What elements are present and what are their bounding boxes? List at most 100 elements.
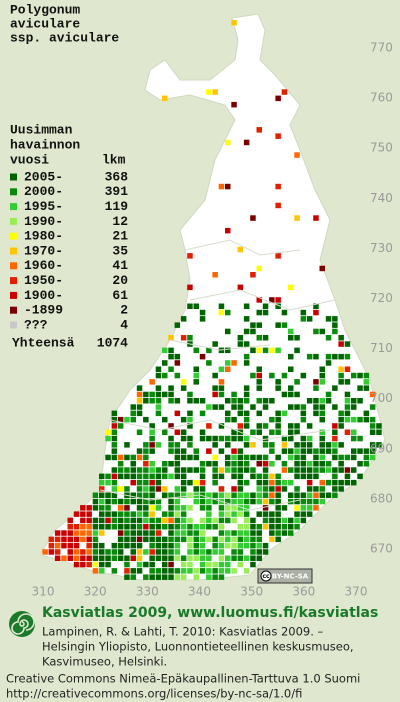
- observation-square: [275, 511, 281, 517]
- observation-square: [300, 517, 307, 524]
- legend-total-label: Yhteensä: [12, 335, 75, 350]
- observation-square: [218, 467, 225, 473]
- observation-square: [143, 461, 149, 467]
- observation-square: [111, 498, 118, 505]
- x-coordinate-label: 340: [188, 585, 211, 599]
- citation-line: Lampinen, R. & Lahti, T. 2010: Kasviatla…: [42, 625, 324, 639]
- license-line: Creative Commons Nimeä-Epäkaupallinen-Ta…: [6, 672, 360, 686]
- observation-square: [67, 524, 73, 530]
- observation-square: [351, 448, 357, 454]
- observation-square: [199, 517, 206, 524]
- observation-square: [363, 385, 370, 391]
- observation-square: [294, 454, 300, 461]
- observation-square: [130, 517, 136, 524]
- observation-square: [206, 347, 212, 354]
- observation-square: [155, 398, 162, 404]
- observation-square: [262, 542, 269, 549]
- observation-square: [180, 524, 187, 530]
- observation-square: [256, 297, 262, 303]
- observation-square: [319, 467, 325, 473]
- observation-square: [193, 303, 199, 309]
- observation-square: [275, 133, 281, 139]
- observation-square: [351, 435, 357, 442]
- observation-square: [174, 530, 181, 536]
- citation-line: Kasvimuseo, Helsinki.: [42, 655, 167, 669]
- observation-square: [262, 473, 269, 480]
- observation-square: [262, 435, 269, 442]
- region-border: [99, 239, 336, 511]
- observation-square: [300, 442, 307, 448]
- observation-square: [262, 549, 269, 555]
- observation-square: [243, 555, 250, 561]
- observation-square: [218, 549, 225, 555]
- observation-square: [306, 398, 313, 404]
- observation-square: [306, 486, 313, 492]
- observation-square: [130, 479, 136, 486]
- observation-square: [237, 454, 244, 461]
- observation-square: [237, 524, 244, 530]
- observation-square: [124, 454, 130, 461]
- observation-square: [275, 95, 281, 102]
- observation-square: [155, 486, 162, 492]
- observation-square: [225, 461, 231, 467]
- observation-square: [111, 448, 118, 454]
- observation-square: [199, 479, 206, 486]
- observation-square: [155, 372, 162, 379]
- y-coordinate-label: 770: [370, 41, 393, 55]
- observation-square: [237, 284, 244, 291]
- observation-square: [294, 505, 300, 511]
- observation-square: [92, 505, 99, 511]
- observation-square: [294, 429, 300, 435]
- observation-square: [294, 511, 300, 517]
- observation-square: [262, 479, 269, 486]
- observation-square: [344, 454, 351, 461]
- observation-square: [136, 486, 143, 492]
- observation-square: [332, 316, 338, 322]
- observation-square: [206, 498, 212, 505]
- observation-square: [319, 410, 325, 417]
- legend-count: 119: [105, 199, 129, 214]
- observation-square: [243, 479, 250, 486]
- observation-square: [306, 467, 313, 473]
- observation-square: [67, 549, 73, 555]
- observation-square: [338, 335, 344, 341]
- observation-square: [187, 505, 193, 511]
- observation-square: [262, 498, 269, 505]
- observation-square: [262, 335, 269, 341]
- legend-swatch: [10, 262, 17, 270]
- observation-square: [351, 404, 357, 410]
- observation-square: [155, 542, 162, 549]
- observation-square: [136, 530, 143, 536]
- observation-square: [206, 461, 212, 467]
- legend-swatch: [10, 217, 17, 225]
- observation-square: [199, 353, 206, 360]
- observation-square: [256, 335, 262, 341]
- observation-square: [231, 505, 237, 511]
- observation-square: [275, 536, 281, 543]
- observation-square: [48, 542, 55, 549]
- observation-square: [262, 467, 269, 473]
- observation-square: [155, 524, 162, 530]
- observation-square: [193, 347, 199, 354]
- observation-square: [199, 561, 206, 568]
- observation-square: [338, 366, 344, 372]
- observation-square: [180, 505, 187, 511]
- observation-square: [149, 479, 155, 486]
- observation-square: [180, 467, 187, 473]
- observation-square: [250, 492, 256, 498]
- legend-swatch: [10, 321, 17, 329]
- observation-square: [136, 555, 143, 561]
- observation-square: [256, 379, 262, 385]
- observation-square: [124, 530, 130, 536]
- observation-square: [111, 542, 118, 549]
- observation-square: [262, 347, 269, 354]
- observation-square: [168, 542, 174, 549]
- observation-square: [155, 391, 162, 398]
- observation-square: [218, 423, 225, 429]
- observation-square: [130, 410, 136, 417]
- observation-square: [206, 448, 212, 454]
- observation-square: [306, 505, 313, 511]
- observation-square: [206, 492, 212, 498]
- observation-square: [168, 461, 174, 467]
- observation-square: [117, 454, 124, 461]
